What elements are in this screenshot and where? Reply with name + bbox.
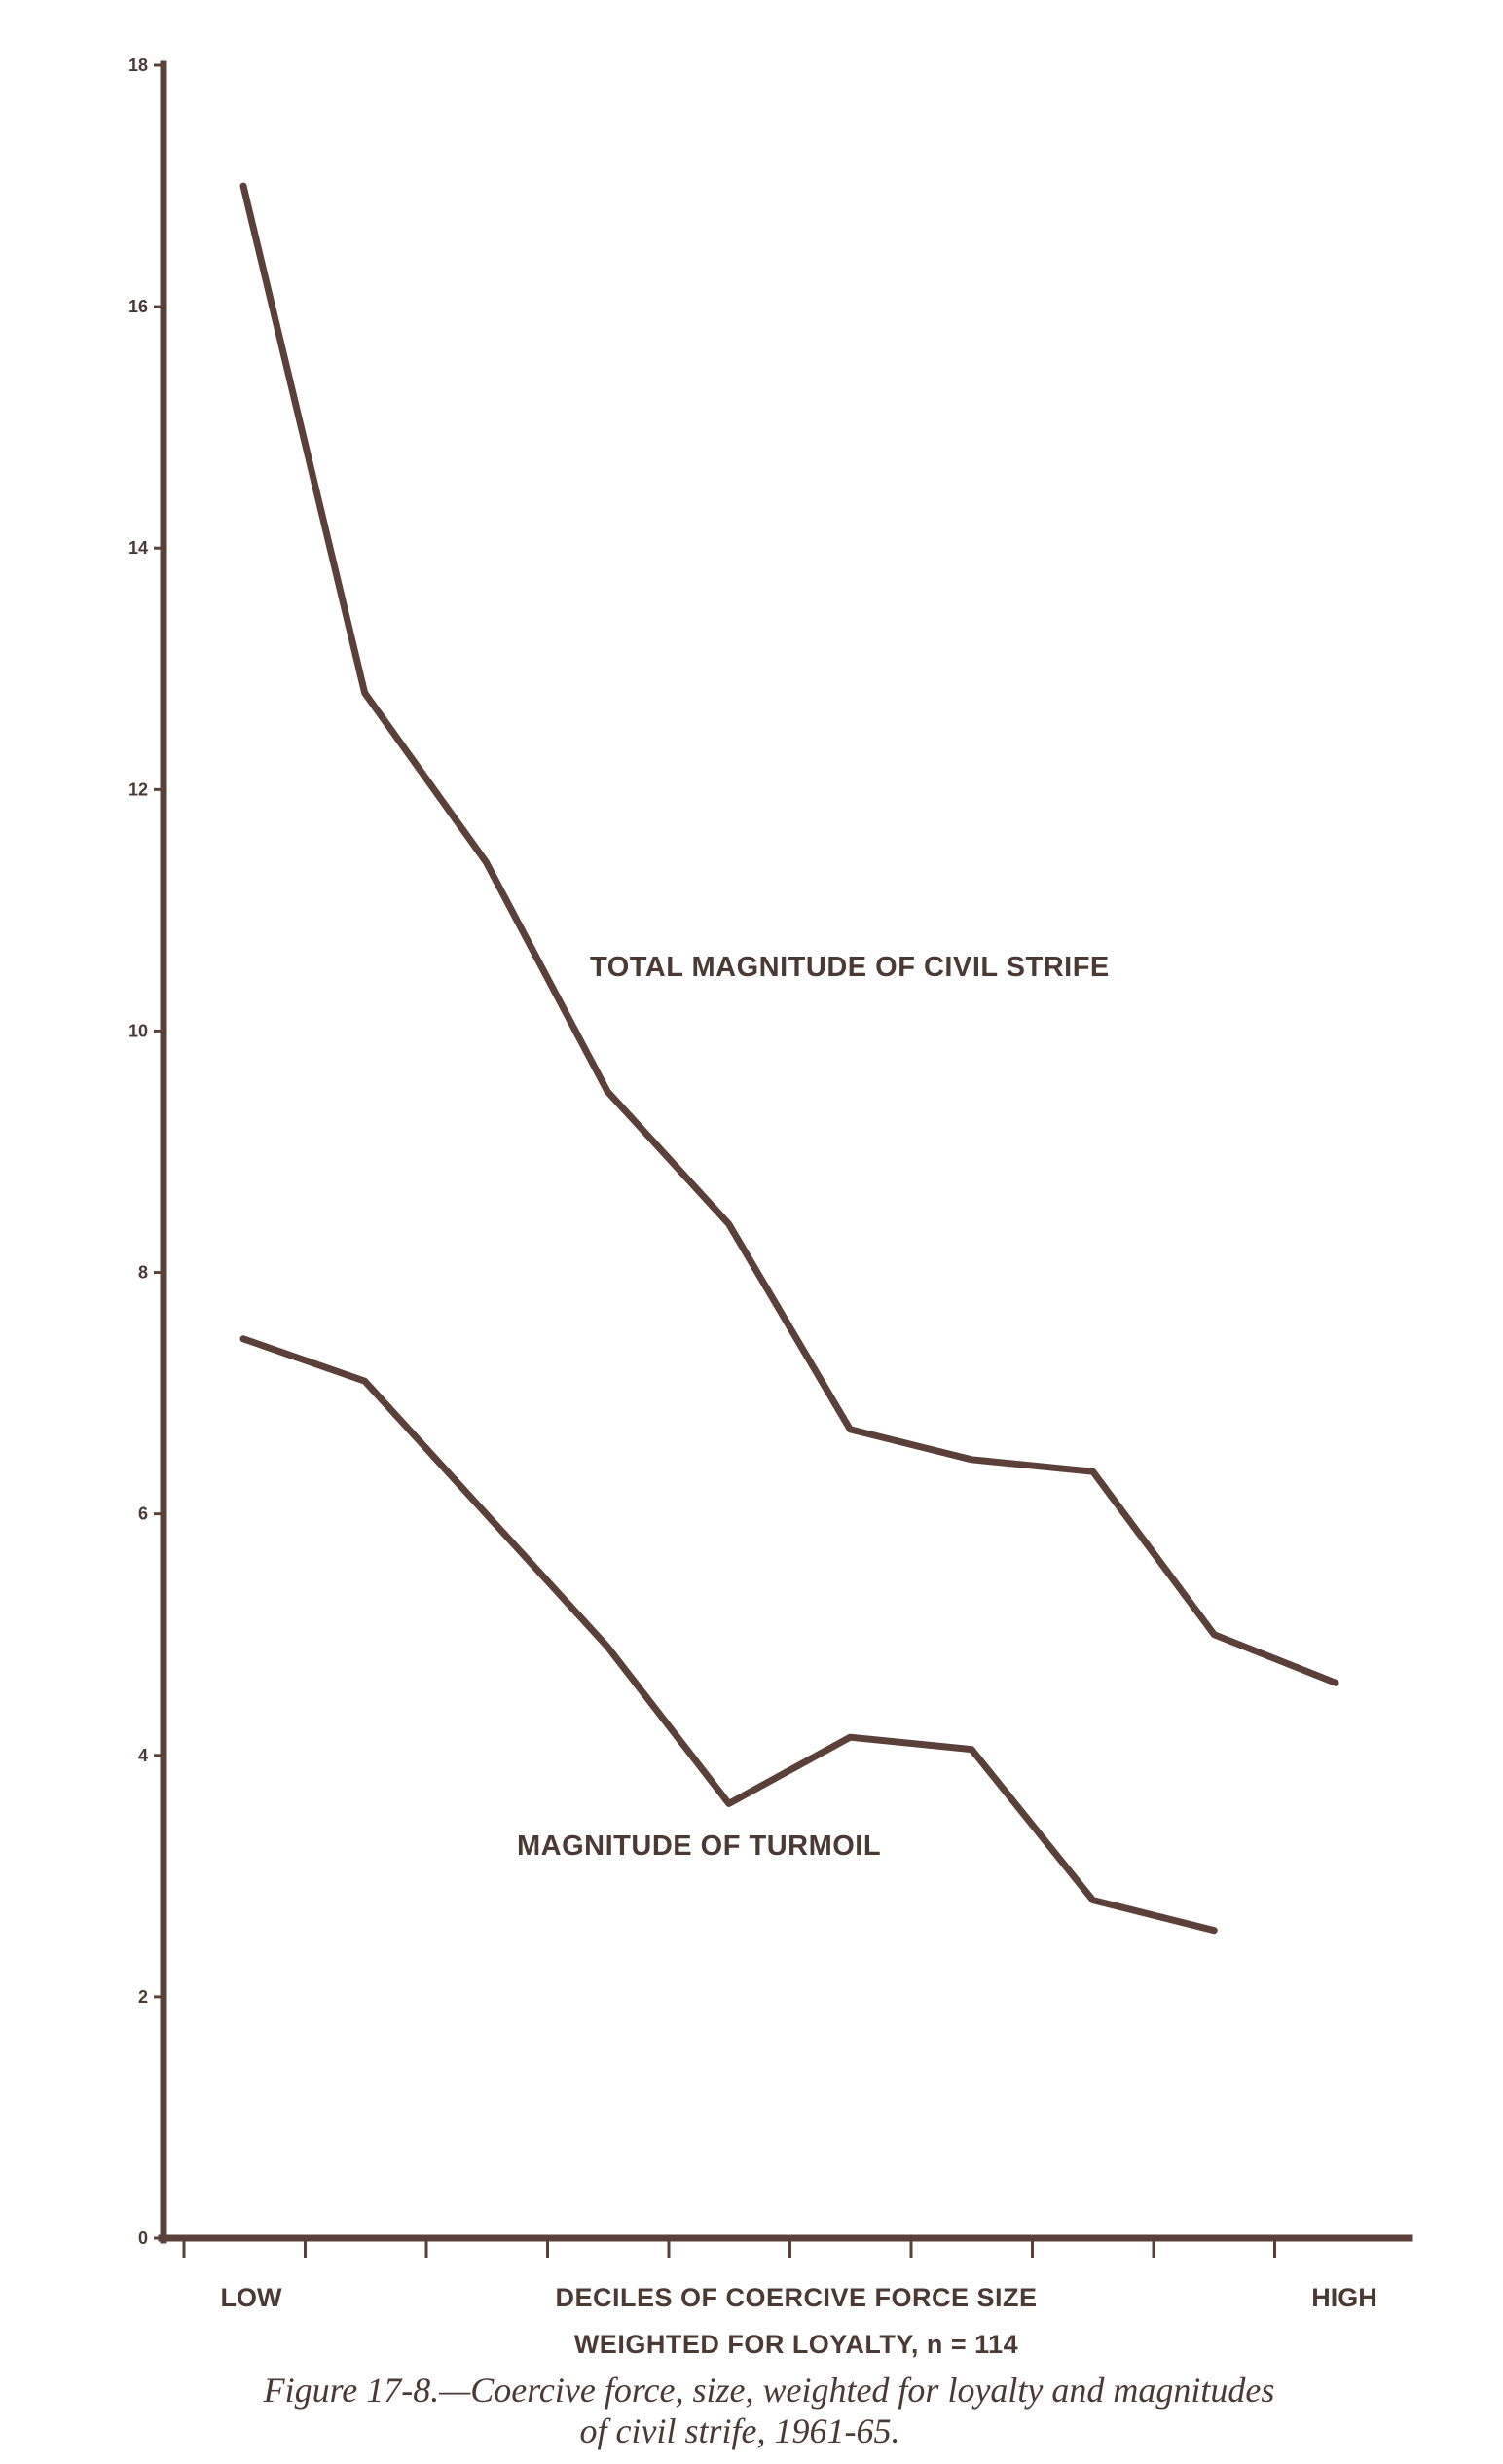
y-ticks: 0 2 4 6 8 10 12 14 16 18	[128, 55, 164, 2248]
series-line-total-strife	[239, 182, 1339, 1686]
y-tick-label-6: 6	[138, 1504, 148, 1524]
y-tick-label-12: 12	[128, 779, 148, 799]
figure-caption-line2: of civil strife, 1961-65.	[580, 2411, 900, 2450]
x-ticks	[182, 2238, 1276, 2258]
y-tick-label-18: 18	[128, 55, 148, 75]
x-axis-label-line2: WEIGHTED FOR LOYALTY, n = 114	[574, 2330, 1018, 2359]
series-label-turmoil: MAGNITUDE OF TURMOIL	[517, 1830, 881, 1862]
x-axis-label-line1: DECILES OF COERCIVE FORCE SIZE	[555, 2283, 1037, 2312]
y-tick-label-14: 14	[128, 538, 148, 558]
y-tick-label-0: 0	[138, 2228, 148, 2248]
figure-caption-line1: Figure 17-8.—Coercive force, size, weigh…	[263, 2371, 1275, 2410]
series-line-turmoil	[239, 1335, 1218, 1935]
axes	[158, 60, 1413, 2244]
series-lines	[239, 182, 1339, 1935]
y-tick-label-8: 8	[138, 1263, 148, 1283]
y-tick-label-4: 4	[138, 1746, 148, 1765]
series-label-total: TOTAL MAGNITUDE OF CIVIL STRIFE	[590, 952, 1110, 983]
y-tick-label-10: 10	[128, 1021, 148, 1040]
x-tick-label-high: HIGH	[1311, 2283, 1377, 2312]
x-tick-label-low: LOW	[221, 2283, 282, 2312]
y-tick-label-16: 16	[128, 297, 148, 316]
y-tick-label-2: 2	[138, 1987, 148, 2007]
